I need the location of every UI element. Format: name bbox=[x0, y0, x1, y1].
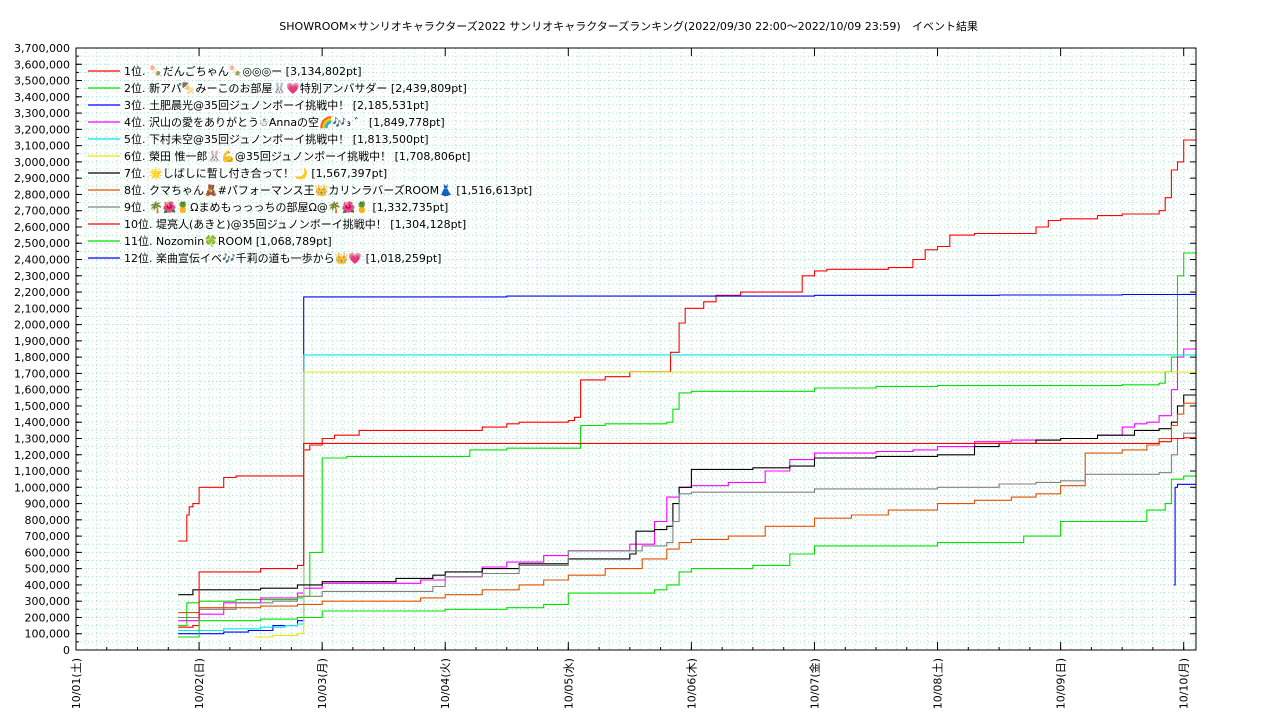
y-tick-label: 300,000 bbox=[25, 595, 71, 608]
y-tick-label: 2,700,000 bbox=[14, 205, 70, 218]
legend-entry-8: 8位. クマちゃん🧸#パフォーマンス王👑カリンラバーズROOM👗 [1,516,… bbox=[124, 183, 532, 197]
x-tick-label: 10/04(火) bbox=[439, 658, 452, 709]
y-tick-label: 2,200,000 bbox=[14, 286, 70, 299]
x-tick-label: 10/09(日) bbox=[1055, 658, 1068, 709]
x-tick-label: 10/01(土) bbox=[70, 658, 83, 709]
x-tick-label: 10/07(金) bbox=[807, 658, 821, 709]
y-tick-label: 3,600,000 bbox=[14, 58, 70, 71]
y-tick-label: 2,600,000 bbox=[14, 221, 70, 234]
x-tick-label: 10/08(土) bbox=[932, 658, 945, 709]
y-tick-label: 800,000 bbox=[25, 514, 71, 527]
legend-entry-2: 2位. 新アパ🍢みーこのお部屋🐰💗特別アンバサダー [2,439,809pt] bbox=[124, 81, 467, 95]
y-tick-label: 2,300,000 bbox=[14, 270, 70, 283]
series-line-12 bbox=[1173, 483, 1196, 586]
series-layer bbox=[178, 139, 1196, 638]
series-line-2 bbox=[178, 252, 1196, 627]
x-axis: 10/01(土) 10/02(日) 10/03(月) 10/04(火) 10/05(水)… bbox=[70, 48, 1191, 709]
legend-entry-7: 7位. 🌟しばしに暫し付き合って！🌙 [1,567,397pt] bbox=[124, 166, 387, 180]
legend-entry-1: 1位. 🍡だんごちゃん🍡◎◎◎ー [3,134,802pt] bbox=[124, 64, 362, 78]
y-tick-label: 1,400,000 bbox=[14, 416, 70, 429]
legend-entry-9: 9位. 🌴🌺🍍Ωまめもっっっちの部屋Ω@🌴🌺🍍 [1,332,735pt] bbox=[124, 200, 448, 214]
series-line-3 bbox=[178, 293, 1196, 635]
series-line-10 bbox=[178, 437, 1196, 628]
legend: 1位. 🍡だんごちゃん🍡◎◎◎ー [3,134,802pt] 2位. 新アパ🍢みー… bbox=[88, 64, 532, 265]
legend-entry-11: 11位. Nozomin🍀ROOM [1,068,789pt] bbox=[124, 234, 332, 248]
x-tick-label: 10/02(日) bbox=[193, 658, 206, 709]
series-line-9 bbox=[178, 432, 1196, 619]
series-line-6 bbox=[254, 371, 1196, 638]
y-tick-label: 1,200,000 bbox=[14, 449, 70, 462]
y-tick-label: 2,800,000 bbox=[14, 188, 70, 201]
y-tick-label: 3,400,000 bbox=[14, 91, 70, 104]
y-tick-label: 1,600,000 bbox=[14, 384, 70, 397]
legend-entry-6: 6位. 榮田 惟一郎🐰💪@35回ジュノンボーイ挑戦中！ [1,708,806pt… bbox=[124, 149, 470, 163]
y-tick-label: 500,000 bbox=[25, 563, 71, 576]
chart-subtitle: イベント結果 bbox=[912, 19, 978, 33]
chart-title: SHOWROOM×サンリオキャラクターズ2022 サンリオキャラクターズランキン… bbox=[279, 19, 900, 33]
x-tick-label: 10/05(水) bbox=[562, 658, 575, 709]
y-tick-label: 100,000 bbox=[25, 628, 71, 641]
y-tick-label: 2,500,000 bbox=[14, 237, 70, 250]
y-tick-label: 1,500,000 bbox=[14, 400, 70, 413]
series-line-11 bbox=[178, 475, 1196, 638]
y-tick-label: 2,900,000 bbox=[14, 172, 70, 185]
y-tick-label: 1,800,000 bbox=[14, 351, 70, 364]
y-tick-label: 3,300,000 bbox=[14, 107, 70, 120]
x-tick-label: 10/06(木) bbox=[685, 658, 698, 709]
y-tick-label: 3,100,000 bbox=[14, 140, 70, 153]
y-tick-label: 200,000 bbox=[25, 611, 71, 624]
y-tick-label: 900,000 bbox=[25, 498, 71, 511]
y-tick-label: 400,000 bbox=[25, 579, 71, 592]
series-line-7 bbox=[178, 394, 1196, 596]
series-line-1 bbox=[178, 139, 1196, 542]
legend-entry-3: 3位. 土肥晨光@35回ジュノンボーイ挑戦中！ [2,185,531pt] bbox=[124, 98, 429, 112]
y-tick-label: 3,700,000 bbox=[14, 42, 70, 55]
y-tick-label: 1,700,000 bbox=[14, 367, 70, 380]
y-tick-label: 1,000,000 bbox=[14, 481, 70, 494]
y-tick-label: 600,000 bbox=[25, 546, 71, 559]
series-line-5 bbox=[178, 354, 1196, 632]
x-tick-label: 10/10(月) bbox=[1178, 658, 1191, 709]
x-tick-label: 10/03(月) bbox=[316, 658, 329, 709]
legend-entry-4: 4位. 沢山の愛をありがとう☃Annaの空🌈🎶₃ ゛ [1,849,778pt] bbox=[124, 115, 445, 129]
y-tick-label: 1,300,000 bbox=[14, 432, 70, 445]
series-line-4 bbox=[178, 348, 1196, 622]
series-line-8 bbox=[178, 402, 1196, 614]
y-tick-label: 1,100,000 bbox=[14, 465, 70, 478]
legend-entry-5: 5位. 下村未空@35回ジュノンボーイ挑戦中！ [1,813,500pt] bbox=[124, 132, 429, 146]
y-tick-label: 3,200,000 bbox=[14, 123, 70, 136]
y-tick-label: 2,400,000 bbox=[14, 254, 70, 267]
legend-entry-10: 10位. 堤亮人(あきと)@35回ジュノンボーイ挑戦中！ [1,304,128p… bbox=[124, 217, 466, 231]
y-tick-label: 1,900,000 bbox=[14, 335, 70, 348]
y-tick-label: 2,000,000 bbox=[14, 319, 70, 332]
y-tick-label: 2,100,000 bbox=[14, 302, 70, 315]
y-tick-label: 0 bbox=[63, 644, 70, 657]
y-tick-label: 3,500,000 bbox=[14, 75, 70, 88]
y-tick-label: 3,000,000 bbox=[14, 156, 70, 169]
y-tick-label: 700,000 bbox=[25, 530, 71, 543]
chart-grid bbox=[75, 47, 1196, 651]
y-axis: 0 100,000 200,000 300,000 400,000 500,000 600,… bbox=[14, 42, 1196, 657]
legend-entry-12: 12位. 楽曲宣伝イベ🎶千莉の道も一歩から👑💗 [1,018,259pt] bbox=[124, 251, 441, 265]
